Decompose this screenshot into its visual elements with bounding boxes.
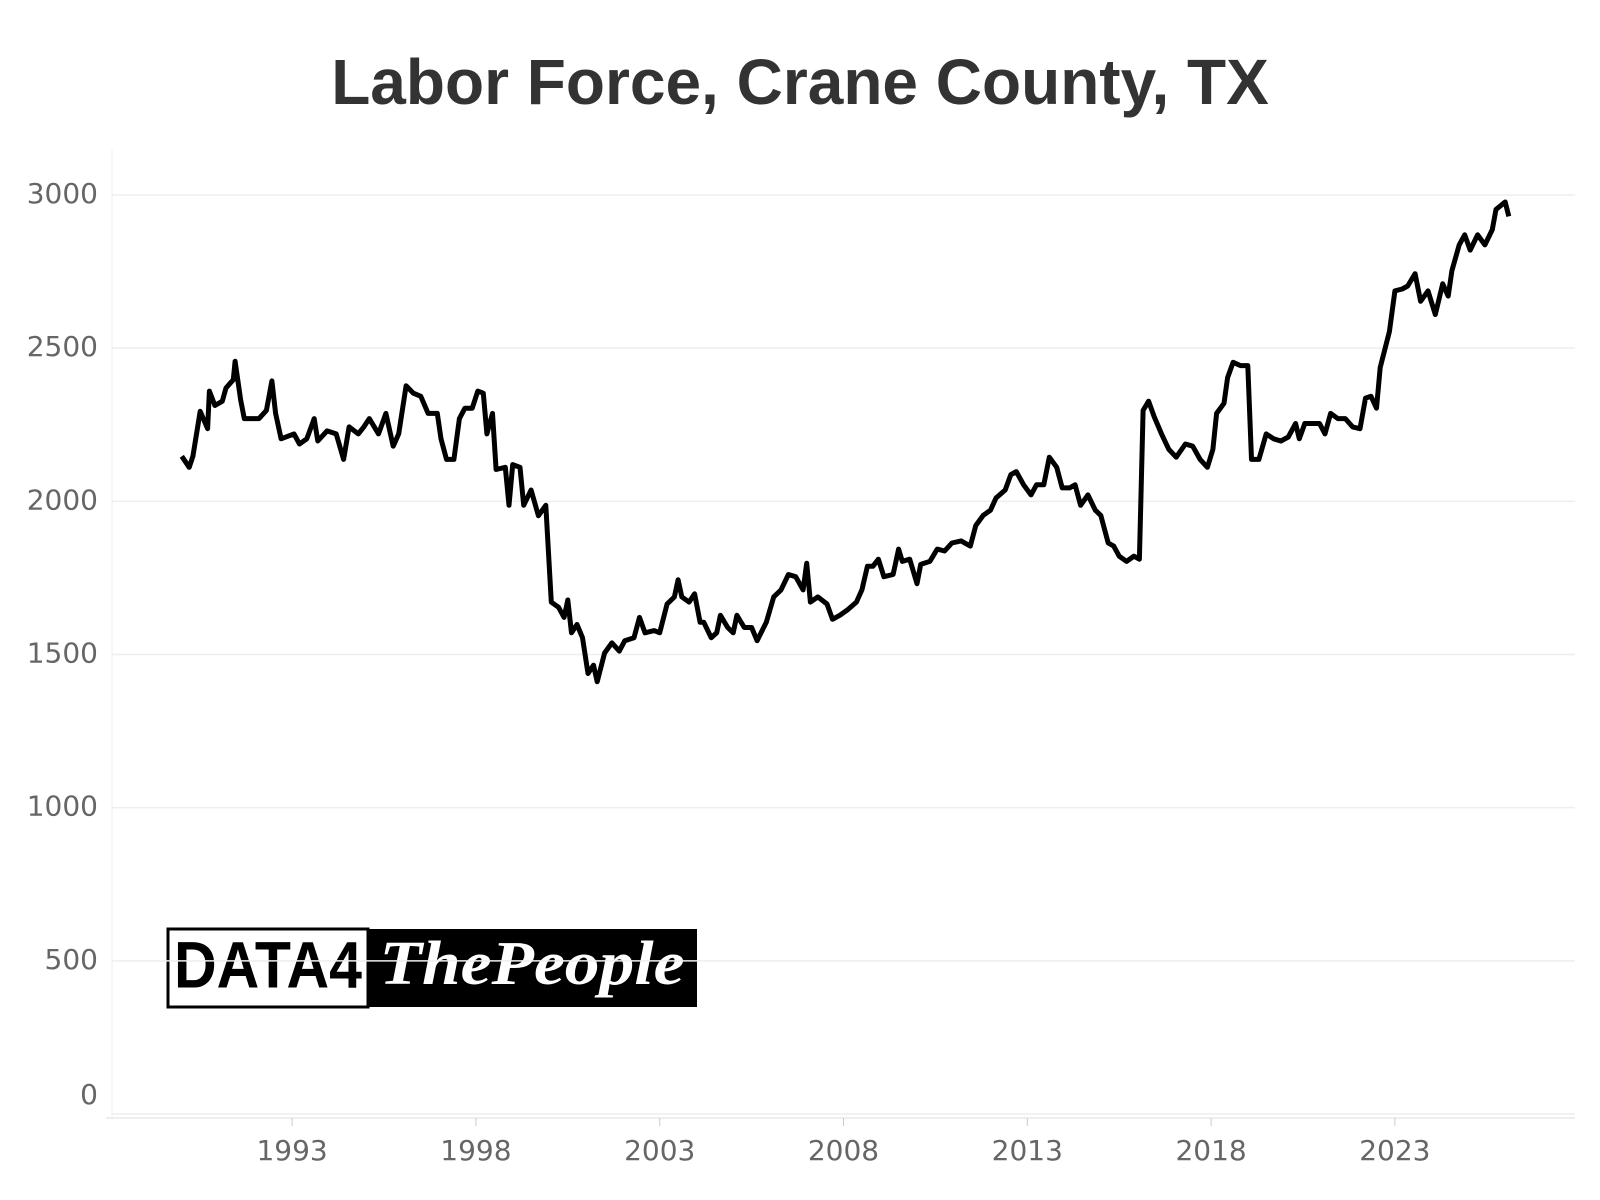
x-tick-label: 1993 bbox=[256, 1134, 327, 1167]
x-tick-label: 2008 bbox=[808, 1134, 879, 1167]
logo-box bbox=[368, 929, 697, 1007]
y-tick-label: 1000 bbox=[27, 790, 98, 823]
y-tick-label: 1500 bbox=[27, 637, 98, 670]
y-tick-label: 2000 bbox=[27, 483, 98, 516]
x-tick-label: 2003 bbox=[624, 1134, 695, 1167]
x-tick-label: 1998 bbox=[440, 1134, 511, 1167]
y-tick-label: 2500 bbox=[27, 330, 98, 363]
logo-text: DATA4 bbox=[174, 927, 362, 1001]
y-tick-label: 500 bbox=[45, 943, 98, 976]
y-tick-label: 0 bbox=[80, 1078, 98, 1111]
x-tick-label: 2023 bbox=[1359, 1134, 1430, 1167]
chart-title: Labor Force, Crane County, TX bbox=[331, 46, 1269, 118]
logo-box bbox=[166, 927, 370, 1009]
logo-text: ThePeople bbox=[380, 930, 685, 998]
line bbox=[179, 199, 1512, 685]
x-tick-label: 2013 bbox=[992, 1134, 1063, 1167]
logo: DATA4 ThePeople bbox=[166, 927, 697, 1009]
x-tick-label: 2018 bbox=[1175, 1134, 1246, 1167]
y-tick-label: 3000 bbox=[27, 177, 98, 210]
